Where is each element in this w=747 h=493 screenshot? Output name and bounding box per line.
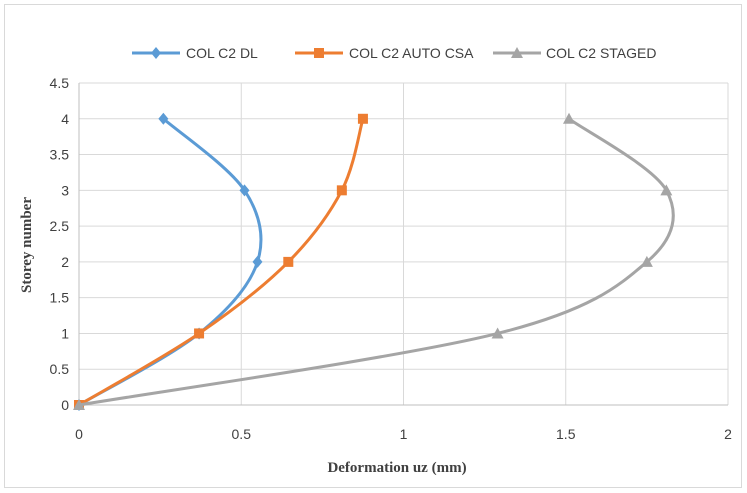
y-tick-label: 0: [61, 397, 69, 413]
x-tick-label: 0.5: [232, 426, 252, 442]
x-axis-title: Deformation uz (mm): [327, 460, 466, 476]
data-point-col-c2-staged: [562, 112, 575, 124]
legend-label-col-c2-auto-csa: COL C2 AUTO CSA: [349, 45, 474, 61]
y-tick-label: 2: [61, 254, 69, 270]
data-point-col-c2-auto-csa: [336, 185, 347, 196]
axes: 0 0.5 1 1.5 2 0 0.5 1 1.5 2 2.5 3 3.5 4 4.5: [50, 75, 733, 442]
data-point-col-c2-auto-csa: [194, 328, 205, 339]
data-point-col-c2-auto-csa: [357, 113, 368, 124]
legend-marker-col-c2-staged: [511, 47, 523, 58]
data-point-col-c2-dl: [158, 112, 169, 125]
y-tick-label: 2.5: [50, 218, 70, 234]
y-tick-label: 1: [61, 325, 69, 341]
series-lines: [73, 112, 675, 411]
legend-label-col-c2-dl: COL C2 DL: [186, 45, 258, 61]
data-point-col-c2-staged: [660, 184, 673, 196]
y-tick-label: 4: [61, 111, 69, 127]
x-tick-label: 0: [75, 426, 83, 442]
data-point-col-c2-auto-csa: [283, 256, 294, 267]
gridlines: [79, 82, 729, 405]
data-point-col-c2-dl: [252, 255, 263, 268]
legend-label-col-c2-staged: COL C2 STAGED: [546, 45, 656, 61]
data-point-col-c2-staged: [640, 255, 653, 267]
series-line-col-c2-auto-csa: [77, 117, 365, 407]
x-tick-label: 2: [724, 426, 732, 442]
chart-frame: [4, 4, 742, 488]
legend: COL C2 DL COL C2 AUTO CSA COL C2 STAGED: [132, 45, 656, 61]
legend-marker-col-c2-auto-csa: [314, 48, 324, 58]
y-tick-label: 3: [61, 182, 69, 198]
y-tick-label: 4.5: [50, 75, 70, 91]
y-tick-label: 0.5: [50, 361, 70, 377]
y-tick-label: 1.5: [50, 290, 70, 306]
data-point-col-c2-staged: [73, 399, 85, 410]
x-tick-label: 1.5: [556, 426, 576, 442]
y-tick-label: 3.5: [50, 147, 70, 163]
legend-marker-col-c2-dl: [151, 47, 161, 59]
x-tick-label: 1: [400, 426, 408, 442]
series-line-col-c2-staged: [77, 117, 675, 407]
data-point-col-c2-staged: [491, 327, 504, 339]
y-axis-title: Storey number: [19, 197, 35, 293]
data-point-col-c2-dl: [239, 184, 250, 197]
